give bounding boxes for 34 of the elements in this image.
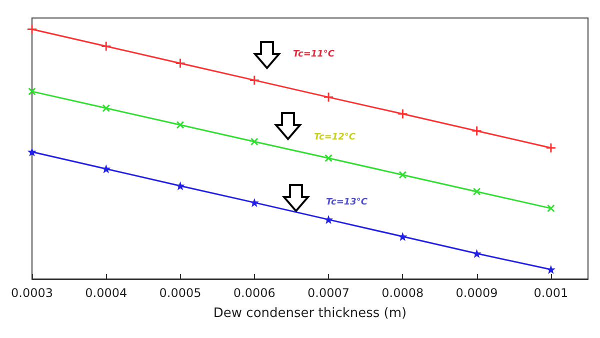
point xyxy=(472,126,482,136)
x-tick-label: 0.0003 xyxy=(10,286,53,300)
x-tick-label: 0.0006 xyxy=(233,286,276,300)
annotation: Tc=12°C xyxy=(314,132,356,142)
x-tick-label: 0.0007 xyxy=(308,286,350,300)
point xyxy=(398,170,407,179)
point xyxy=(547,204,555,212)
point xyxy=(249,74,260,86)
x-tick-label: 0.0004 xyxy=(85,286,128,300)
point xyxy=(324,215,334,224)
point xyxy=(176,181,185,190)
point xyxy=(250,138,258,146)
point xyxy=(26,24,38,34)
x-axis-title: Dew condenser thickness (m) xyxy=(213,306,407,321)
point xyxy=(472,188,481,196)
point xyxy=(397,108,408,120)
point xyxy=(175,58,186,68)
annotation: Tc=13°C xyxy=(326,198,368,208)
point xyxy=(27,147,36,156)
point xyxy=(324,154,332,162)
x-tick-label: 0.0005 xyxy=(159,286,202,300)
point xyxy=(102,104,110,112)
point xyxy=(472,249,482,258)
point xyxy=(28,88,36,96)
point xyxy=(250,198,259,208)
x-tick-label: 0.0009 xyxy=(456,286,498,300)
point xyxy=(100,40,112,52)
x-tick-label: 0.0008 xyxy=(382,286,424,300)
point xyxy=(546,142,556,154)
x-tick-label: 0.001 xyxy=(534,286,568,300)
annotation: Tc=11°C xyxy=(293,50,335,60)
point xyxy=(176,120,184,129)
point xyxy=(323,92,334,102)
point xyxy=(102,164,111,174)
